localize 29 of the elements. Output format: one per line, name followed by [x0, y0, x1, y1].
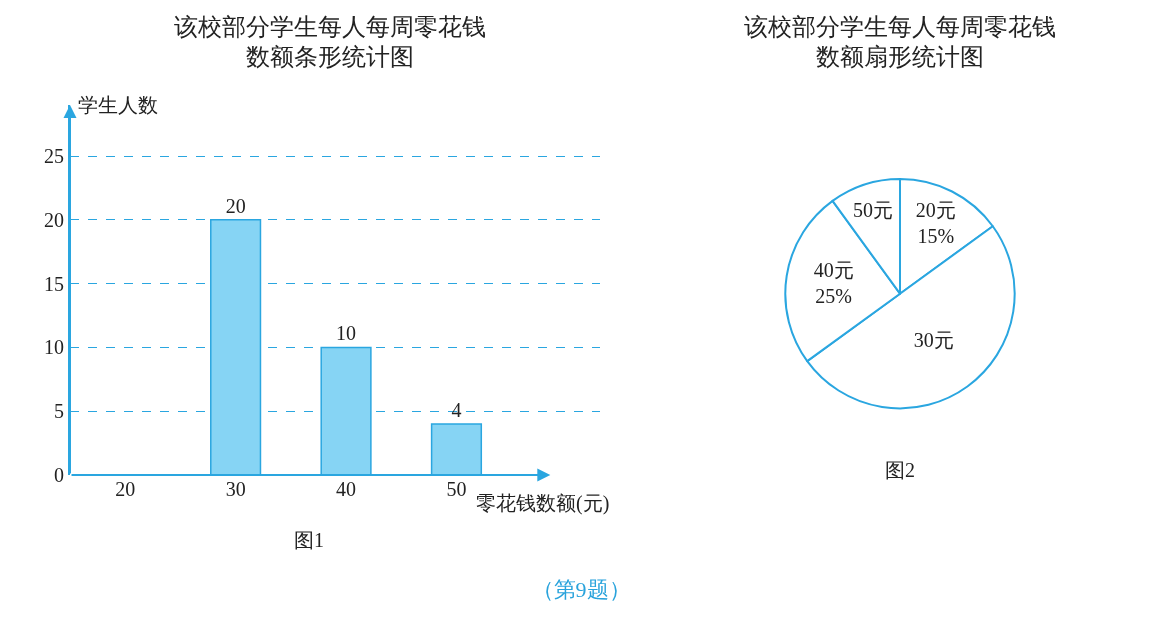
- slice-label: 30元: [913, 329, 954, 352]
- data-label: 25%: [815, 285, 852, 308]
- data-label: 10: [336, 322, 357, 345]
- slice-label: 40元: [813, 259, 854, 282]
- x-tick-label: 40: [336, 478, 357, 500]
- x-tick-label: 30: [225, 478, 246, 500]
- y-axis-title: 学生人数: [78, 94, 158, 116]
- bar: [210, 219, 262, 475]
- data-label: 4: [451, 398, 462, 421]
- x-tick-label: 20: [115, 478, 136, 500]
- slice-label: 20元: [915, 199, 956, 222]
- x-tick-label: 50: [446, 478, 467, 500]
- data-label: 15%: [917, 225, 955, 248]
- data-label: 20: [225, 194, 246, 217]
- bar: [430, 423, 483, 475]
- slice-label: 50元: [852, 199, 893, 222]
- x-axis-title: 零花钱数额(元): [476, 492, 610, 515]
- text: （第9题）: [530, 576, 632, 604]
- caption: 图1: [294, 529, 324, 551]
- y-tick-label: 20: [44, 208, 64, 231]
- y-tick-label: 0: [54, 464, 64, 486]
- chart-title: 该校部分学生每人每周零花钱数额扇形统计图: [743, 13, 1057, 72]
- y-tick-label: 25: [44, 145, 64, 168]
- y-tick-label: 5: [54, 400, 64, 423]
- y-tick-label: 10: [44, 336, 64, 359]
- chart-title: 该校部分学生每人每周零花钱数额条形统计图: [173, 13, 487, 72]
- caption: 图2: [885, 459, 915, 481]
- bar: [320, 346, 372, 475]
- y-tick-label: 15: [44, 272, 64, 295]
